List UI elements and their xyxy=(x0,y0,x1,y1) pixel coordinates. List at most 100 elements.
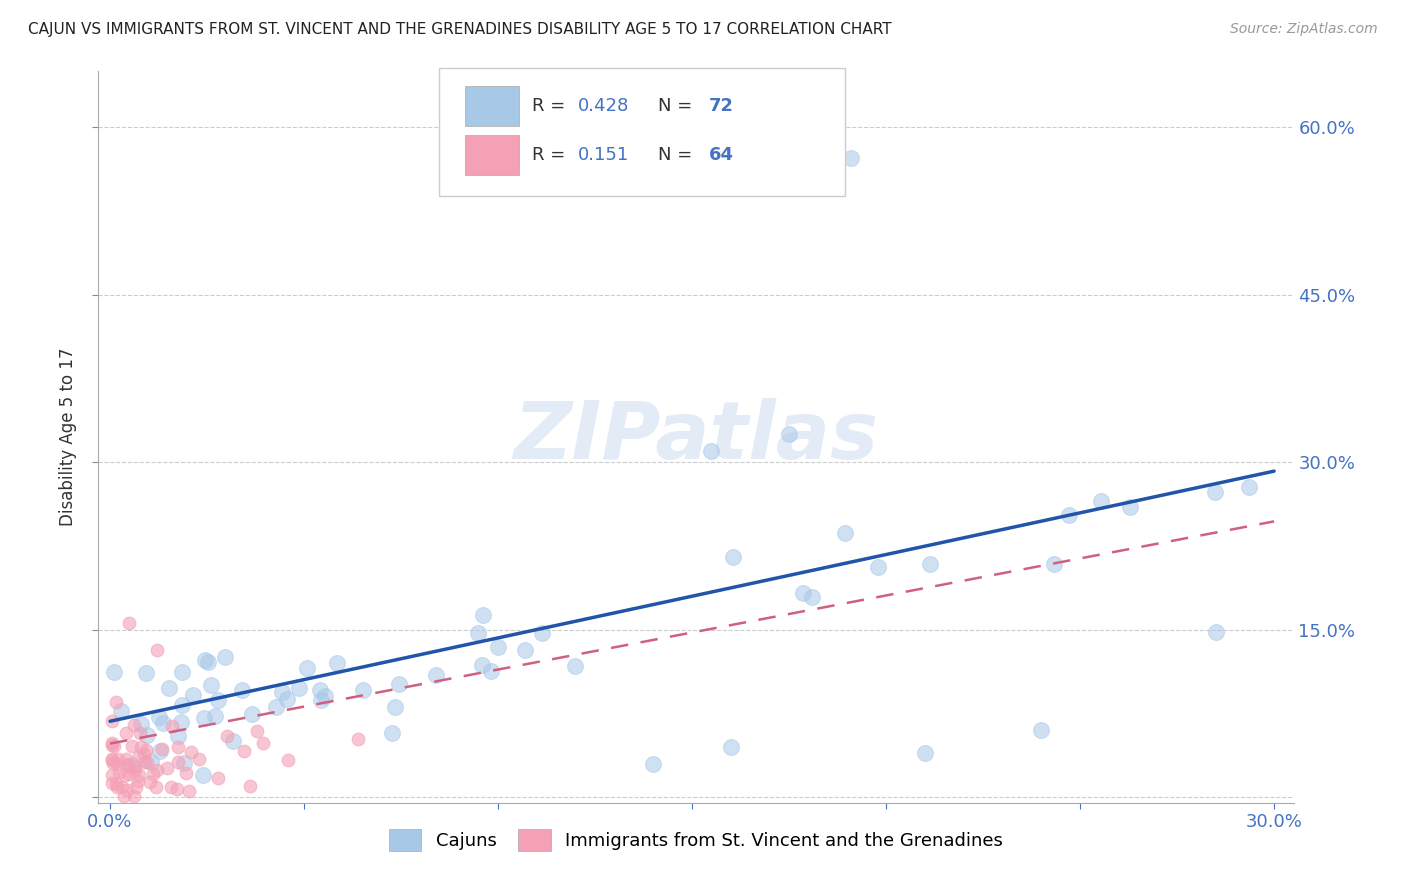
Point xyxy=(388,677,411,691)
Point xyxy=(148,710,170,724)
Text: 72: 72 xyxy=(709,96,734,115)
Text: 0.428: 0.428 xyxy=(578,96,628,115)
Point xyxy=(530,626,553,640)
Point xyxy=(204,709,226,723)
Point xyxy=(150,742,173,756)
Point xyxy=(326,656,349,670)
Point xyxy=(700,444,723,458)
Point xyxy=(128,768,150,782)
Point xyxy=(112,789,135,803)
Point xyxy=(868,560,890,574)
Point xyxy=(1119,500,1142,514)
Point xyxy=(104,776,127,790)
Point xyxy=(721,549,744,564)
Point xyxy=(1043,557,1066,571)
Point xyxy=(103,739,125,753)
Point xyxy=(276,692,298,706)
Point xyxy=(129,717,152,731)
Text: N =: N = xyxy=(658,146,697,164)
Point xyxy=(839,152,862,166)
Point xyxy=(166,730,188,744)
Point xyxy=(177,784,200,798)
Point xyxy=(277,754,299,768)
Point xyxy=(239,779,262,793)
Point xyxy=(270,685,292,699)
Legend: Cajuns, Immigrants from St. Vincent and the Grenadines: Cajuns, Immigrants from St. Vincent and … xyxy=(380,820,1012,860)
Point xyxy=(101,776,124,790)
Point xyxy=(384,700,406,714)
Point xyxy=(193,711,215,725)
Point xyxy=(117,759,139,773)
Point xyxy=(101,756,124,771)
Point xyxy=(792,586,814,600)
Text: R =: R = xyxy=(533,146,571,164)
Point xyxy=(167,739,190,754)
Point xyxy=(170,715,193,730)
Point xyxy=(381,726,404,740)
Point xyxy=(124,763,146,777)
Point xyxy=(117,757,139,772)
Point xyxy=(124,718,146,732)
Point xyxy=(1237,480,1260,494)
Point xyxy=(920,558,942,572)
Text: 64: 64 xyxy=(709,146,734,164)
Point xyxy=(166,781,188,796)
Point xyxy=(124,759,146,773)
Point xyxy=(139,755,162,769)
Point xyxy=(129,740,152,755)
Point xyxy=(347,732,370,747)
Point xyxy=(101,753,124,767)
Point xyxy=(167,755,190,769)
Point xyxy=(314,690,336,704)
Point xyxy=(297,661,319,675)
Point xyxy=(308,683,330,698)
Point xyxy=(352,682,374,697)
Point xyxy=(134,747,156,761)
Point xyxy=(134,756,156,770)
Point xyxy=(1205,624,1227,639)
Point xyxy=(245,723,267,738)
Point xyxy=(170,665,193,680)
Point xyxy=(425,668,447,682)
Point xyxy=(118,615,141,630)
Point xyxy=(138,775,160,789)
Point xyxy=(145,780,167,794)
Text: R =: R = xyxy=(533,96,571,115)
Point xyxy=(160,780,183,795)
Point xyxy=(103,665,125,680)
Point xyxy=(135,665,157,680)
FancyBboxPatch shape xyxy=(465,135,519,175)
Point xyxy=(486,640,509,654)
Point xyxy=(136,755,159,769)
Point xyxy=(214,649,236,664)
Point xyxy=(149,744,172,758)
Point xyxy=(778,427,800,442)
Point xyxy=(135,743,157,757)
Point xyxy=(242,707,264,722)
Point xyxy=(105,780,128,794)
Point xyxy=(101,714,124,728)
Point xyxy=(142,767,165,781)
Point xyxy=(197,656,219,670)
Point xyxy=(309,693,332,707)
Text: Source: ZipAtlas.com: Source: ZipAtlas.com xyxy=(1230,22,1378,37)
Point xyxy=(834,526,856,541)
Point xyxy=(157,681,180,696)
Point xyxy=(121,739,143,753)
Point xyxy=(108,765,131,780)
Point xyxy=(115,725,138,739)
Point xyxy=(105,757,128,772)
Y-axis label: Disability Age 5 to 17: Disability Age 5 to 17 xyxy=(59,348,77,526)
Point xyxy=(288,681,311,696)
Point xyxy=(207,693,229,707)
Point xyxy=(111,780,134,794)
Point xyxy=(145,642,167,657)
Point xyxy=(115,782,138,797)
Point xyxy=(114,768,136,782)
Point xyxy=(215,729,238,743)
Point xyxy=(479,665,502,679)
Point xyxy=(101,738,124,752)
Point xyxy=(173,756,195,771)
Point xyxy=(152,715,174,730)
Point xyxy=(174,765,197,780)
